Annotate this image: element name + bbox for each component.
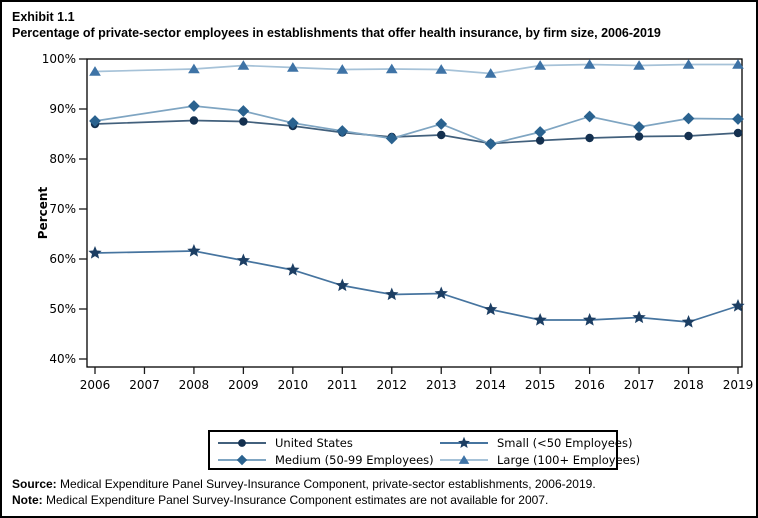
triangle-marker-icon: [440, 453, 488, 467]
footer-block: Source: Medical Expenditure Panel Survey…: [12, 477, 596, 508]
svg-text:2008: 2008: [179, 378, 210, 392]
chart-title: Percentage of private-sector employees i…: [12, 26, 661, 40]
svg-text:70%: 70%: [49, 202, 76, 216]
svg-text:2006: 2006: [80, 378, 111, 392]
svg-text:2012: 2012: [376, 378, 407, 392]
svg-text:2013: 2013: [426, 378, 457, 392]
legend-item-united-states: United States: [218, 434, 440, 451]
legend-label-united-states: United States: [275, 435, 353, 450]
note-label: Note:: [12, 492, 43, 507]
source-label: Source:: [12, 477, 57, 491]
svg-text:50%: 50%: [49, 302, 76, 316]
svg-text:2015: 2015: [525, 378, 556, 392]
svg-text:2011: 2011: [327, 378, 358, 392]
y-axis-label: Percent: [36, 186, 50, 240]
svg-text:2014: 2014: [475, 378, 506, 392]
legend-label-medium: Medium (50-99 Employees): [275, 452, 434, 467]
legend-item-small: Small (<50 Employees): [440, 434, 640, 451]
svg-text:2018: 2018: [673, 378, 704, 392]
svg-text:2009: 2009: [228, 378, 259, 392]
circle-marker-icon: [218, 436, 266, 450]
svg-text:40%: 40%: [49, 352, 76, 366]
svg-text:60%: 60%: [49, 252, 76, 266]
svg-text:2016: 2016: [574, 378, 605, 392]
svg-text:2019: 2019: [723, 378, 754, 392]
exhibit-number: Exhibit 1.1: [12, 10, 75, 24]
title-block: Exhibit 1.1 Percentage of private-sector…: [12, 9, 661, 41]
diamond-marker-icon: [218, 453, 266, 467]
svg-text:80%: 80%: [49, 152, 76, 166]
svg-text:2010: 2010: [278, 378, 309, 392]
legend-label-large: Large (100+ Employees): [497, 452, 641, 467]
legend-item-large: Large (100+ Employees): [440, 451, 640, 468]
note-line: Note: Medical Expenditure Panel Survey-I…: [12, 493, 596, 509]
svg-text:100%: 100%: [42, 52, 76, 66]
svg-text:2017: 2017: [624, 378, 655, 392]
legend-item-medium: Medium (50-99 Employees): [218, 451, 440, 468]
source-line: Source: Medical Expenditure Panel Survey…: [12, 477, 596, 493]
legend-label-small: Small (<50 Employees): [497, 435, 633, 450]
chart-legend: United States Small (<50 Employees) Medi…: [208, 430, 640, 470]
star-marker-icon: [440, 436, 488, 450]
note-text: Medical Expenditure Panel Survey-Insuran…: [46, 492, 549, 507]
source-text: Medical Expenditure Panel Survey-Insuran…: [60, 477, 596, 491]
svg-text:90%: 90%: [49, 102, 76, 116]
svg-text:2007: 2007: [129, 378, 160, 392]
